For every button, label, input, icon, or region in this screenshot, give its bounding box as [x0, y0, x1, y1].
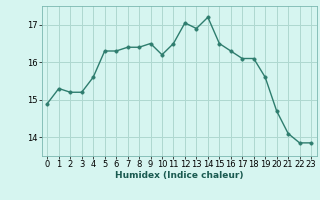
X-axis label: Humidex (Indice chaleur): Humidex (Indice chaleur) [115, 171, 244, 180]
